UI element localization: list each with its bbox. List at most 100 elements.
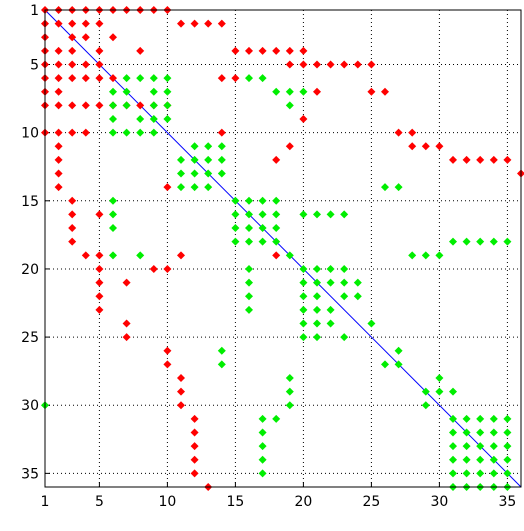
red-marker: [68, 196, 77, 205]
green-marker: [421, 401, 430, 410]
green-marker: [326, 278, 335, 287]
green-marker: [476, 428, 485, 437]
red-marker: [503, 155, 512, 164]
green-marker: [109, 87, 117, 96]
green-marker: [149, 74, 158, 83]
green-marker: [122, 74, 131, 83]
green-marker: [421, 387, 430, 396]
red-marker: [489, 155, 498, 164]
green-marker: [217, 142, 226, 151]
green-marker: [326, 305, 335, 314]
red-marker: [81, 33, 90, 42]
red-marker: [177, 251, 185, 260]
red-marker: [68, 60, 77, 69]
green-marker: [299, 305, 308, 314]
red-marker: [190, 469, 199, 478]
red-marker: [231, 74, 240, 83]
red-marker: [190, 428, 199, 437]
green-marker: [462, 428, 471, 437]
red-marker: [136, 46, 145, 55]
red-marker: [95, 19, 104, 28]
green-marker: [122, 101, 131, 110]
green-marker: [489, 237, 498, 246]
x-tick-label: 1: [41, 494, 50, 510]
green-marker: [272, 414, 281, 423]
green-marker: [476, 442, 485, 451]
green-marker: [285, 87, 294, 96]
green-marker: [245, 196, 253, 205]
red-marker: [285, 60, 294, 69]
green-marker: [190, 183, 199, 192]
red-marker: [190, 414, 199, 423]
red-marker: [54, 155, 63, 164]
y-tick-label: 25: [21, 330, 39, 346]
red-marker: [95, 305, 104, 314]
green-marker: [313, 333, 321, 342]
red-marker: [272, 155, 281, 164]
red-marker: [462, 155, 471, 164]
red-marker: [421, 142, 430, 151]
red-marker: [435, 142, 444, 151]
x-tick-labels: 1 5 10 15 20 25 30 35: [41, 494, 517, 510]
red-marker: [81, 60, 90, 69]
red-marker: [95, 46, 104, 55]
green-marker: [217, 360, 226, 369]
green-marker: [299, 333, 308, 342]
green-marker: [122, 128, 131, 137]
x-tick-label: 30: [430, 494, 448, 510]
green-marker: [163, 115, 172, 124]
green-marker: [449, 469, 457, 478]
red-marker: [285, 46, 294, 55]
red-marker: [68, 74, 77, 83]
red-marker: [68, 33, 77, 42]
y-tick-label: 5: [30, 58, 39, 74]
green-marker: [489, 428, 498, 437]
red-marker: [81, 251, 90, 260]
green-marker: [313, 264, 321, 273]
green-marker: [313, 305, 321, 314]
green-marker: [190, 169, 199, 178]
green-marker: [489, 442, 498, 451]
green-marker: [258, 74, 267, 83]
green-marker: [163, 101, 172, 110]
green-marker: [258, 224, 267, 233]
red-marker: [54, 46, 63, 55]
green-marker: [109, 115, 117, 124]
green-marker: [177, 155, 185, 164]
green-marker: [258, 442, 267, 451]
green-marker: [313, 278, 321, 287]
green-marker: [217, 346, 226, 355]
green-marker: [163, 74, 172, 83]
green-marker: [136, 128, 145, 137]
green-marker: [449, 387, 457, 396]
green-marker: [476, 414, 485, 423]
red-marker: [95, 278, 104, 287]
red-marker: [68, 19, 77, 28]
green-marker: [394, 183, 403, 192]
green-marker: [122, 87, 131, 96]
green-marker: [394, 360, 403, 369]
red-marker: [163, 360, 172, 369]
green-marker: [340, 210, 349, 219]
red-marker: [68, 101, 77, 110]
green-marker: [503, 237, 512, 246]
green-marker: [217, 169, 226, 178]
red-marker: [408, 142, 417, 151]
green-marker: [190, 142, 199, 151]
green-marker: [449, 414, 457, 423]
green-marker: [489, 469, 498, 478]
red-marker: [367, 60, 376, 69]
red-marker: [367, 87, 376, 96]
green-marker: [489, 414, 498, 423]
red-marker: [177, 19, 185, 28]
green-marker: [245, 210, 253, 219]
green-marker: [231, 210, 240, 219]
red-marker: [285, 142, 294, 151]
red-marker: [163, 264, 172, 273]
red-marker: [95, 264, 104, 273]
red-marker: [54, 128, 63, 137]
red-marker: [299, 60, 308, 69]
green-marker: [272, 87, 281, 96]
red-marker: [149, 264, 158, 273]
